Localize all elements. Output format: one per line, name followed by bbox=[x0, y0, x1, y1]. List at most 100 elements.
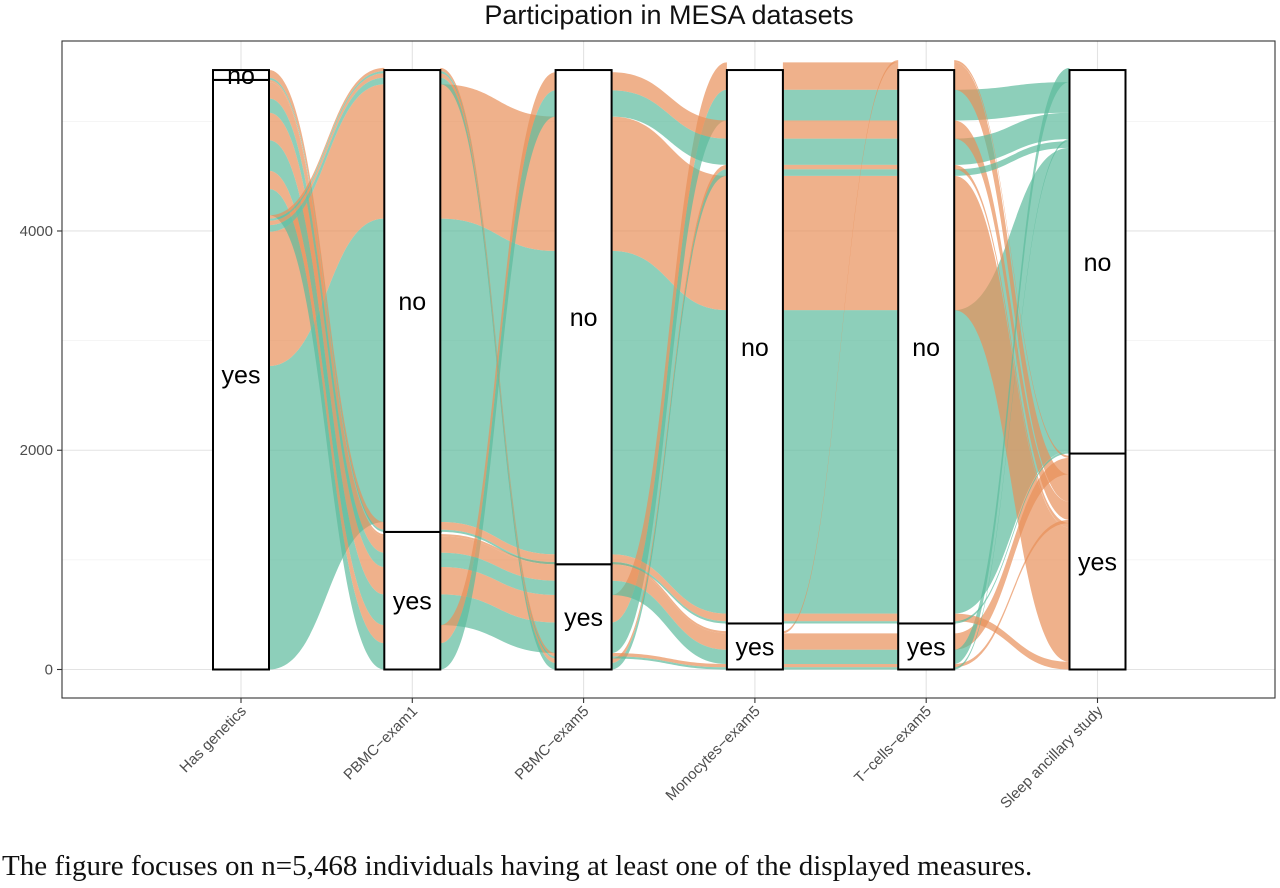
stratum-label-pbmc-exam1-yes: yes bbox=[393, 588, 432, 616]
flow-ribbon-sleep-no bbox=[782, 89, 899, 121]
flow-ribbon-sleep-yes bbox=[782, 664, 899, 668]
flow-ribbon-sleep-no bbox=[611, 580, 727, 665]
flow-ribbon-sleep-no bbox=[782, 169, 899, 176]
flow-ribbon-sleep-yes bbox=[954, 120, 1070, 520]
flow-ribbon-sleep-no bbox=[611, 89, 727, 654]
stratum-label-pbmc-exam5-yes: yes bbox=[564, 604, 603, 632]
flow-ribbon-sleep-yes bbox=[782, 120, 899, 139]
stratum-label-sleep-ancillary-study-no: no bbox=[1084, 249, 1112, 277]
stratum-label-t-cells-exam5-yes: yes bbox=[907, 633, 946, 661]
flow-ribbon-sleep-no bbox=[440, 529, 556, 565]
stratum-box-monocytes-exam5-no bbox=[725, 69, 784, 625]
flow-ribbon-sleep-yes bbox=[440, 73, 556, 663]
y-tick-label: 0 bbox=[45, 661, 53, 678]
flow-ribbon-sleep-yes bbox=[611, 164, 727, 663]
flow-ribbon-sleep-yes bbox=[269, 112, 385, 595]
stratum-box-pbmc-exam5-no bbox=[554, 69, 613, 566]
x-tick-label-pbmc-exam5: PBMC−exam5 bbox=[512, 703, 593, 784]
flow-ribbon-sleep-yes bbox=[440, 84, 556, 251]
flow-ribbon-sleep-yes bbox=[440, 536, 556, 581]
flow-ribbon-sleep-yes bbox=[440, 67, 556, 657]
flow-ribbon-sleep-yes bbox=[611, 72, 727, 139]
flow-ribbon-sleep-yes bbox=[954, 62, 1070, 502]
flow-ribbon-sleep-yes bbox=[954, 60, 1070, 458]
stratum-box-has-genetics-no bbox=[212, 69, 270, 81]
flow-ribbon-sleep-no bbox=[440, 552, 556, 595]
flow-ribbon-sleep-no bbox=[269, 218, 385, 670]
flow-ribbon-sleep-yes bbox=[269, 79, 385, 537]
flow-ribbon-sleep-yes bbox=[782, 164, 899, 170]
flow-ribbon-sleep-yes bbox=[782, 175, 899, 311]
flow-ribbon-sleep-no bbox=[611, 562, 727, 624]
flow-ribbon-sleep-no bbox=[611, 90, 727, 165]
flow-ribbon-sleep-yes bbox=[440, 522, 556, 563]
stratum-label-sleep-ancillary-study-yes: yes bbox=[1078, 549, 1117, 577]
flow-ribbon-sleep-no bbox=[269, 77, 385, 532]
flow-ribbon-sleep-no bbox=[611, 656, 727, 670]
y-tick-label: 4000 bbox=[20, 223, 53, 240]
flow-ribbon-sleep-yes bbox=[269, 82, 385, 553]
x-tick-label-sleep-ancillary-study: Sleep ancillary study bbox=[997, 702, 1107, 812]
flow-ribbon-sleep-no bbox=[440, 71, 556, 659]
stratum-box-has-genetics-yes bbox=[212, 78, 270, 671]
flow-ribbon-sleep-yes bbox=[954, 519, 1070, 668]
flow-ribbon-sleep-no bbox=[954, 139, 1070, 670]
x-tick-label-monocytes-exam5: Monocytes−exam5 bbox=[662, 703, 763, 804]
flow-ribbon-sleep-no bbox=[782, 621, 899, 624]
stratum-label-pbmc-exam1-no: no bbox=[398, 288, 426, 316]
flow-ribbon-sleep-no bbox=[269, 98, 385, 567]
flow-ribbon-sleep-no bbox=[440, 77, 556, 670]
flow-ribbon-sleep-yes bbox=[611, 62, 727, 623]
flow-ribbon-sleep-yes bbox=[954, 175, 1070, 662]
flow-ribbon-sleep-yes bbox=[782, 62, 899, 90]
flow-ribbons bbox=[269, 60, 1070, 670]
flow-ribbon-sleep-no bbox=[269, 77, 385, 232]
flow-ribbon-sleep-no bbox=[611, 169, 727, 670]
x-tick-label-has-genetics: Has genetics bbox=[176, 703, 249, 776]
flow-ribbon-sleep-yes bbox=[611, 653, 727, 668]
figure-caption: The figure focuses on n=5,468 individual… bbox=[2, 850, 1033, 882]
flow-ribbon-sleep-no bbox=[269, 71, 385, 221]
stratum-box-t-cells-exam5-no bbox=[897, 69, 956, 625]
flow-ribbon-sleep-yes bbox=[611, 564, 727, 650]
flow-ribbon-sleep-yes bbox=[269, 170, 385, 644]
y-tick-label: 2000 bbox=[20, 442, 53, 459]
stratum-label-monocytes-exam5-no: no bbox=[741, 334, 769, 362]
stratum-label-pbmc-exam5-no: no bbox=[570, 304, 598, 332]
flow-ribbon-sleep-no bbox=[954, 451, 1070, 624]
stratum-box-pbmc-exam1-no bbox=[383, 69, 442, 533]
stratum-label-monocytes-exam5-yes: yes bbox=[735, 633, 774, 661]
plot-panel-border bbox=[61, 40, 1276, 699]
flow-ribbon-sleep-yes bbox=[611, 562, 727, 634]
chart-title: Participation in MESA datasets bbox=[484, 0, 854, 30]
stratum-boxes: yes no yes no yes no yes no yes no yes no bbox=[212, 62, 1127, 671]
flow-ribbon-sleep-no bbox=[269, 140, 385, 626]
stratum-label-has-genetics-no: no bbox=[227, 62, 255, 90]
flow-ribbon-sleep-yes bbox=[440, 72, 556, 644]
flow-ribbon-sleep-yes bbox=[611, 116, 727, 311]
stratum-box-monocytes-exam5-yes bbox=[725, 622, 784, 671]
flow-ribbon-sleep-no bbox=[782, 138, 899, 165]
flow-ribbon-sleep-no bbox=[440, 90, 556, 670]
flow-ribbon-sleep-no bbox=[954, 112, 1070, 165]
stratum-box-sleep-ancillary-study-no bbox=[1068, 69, 1127, 455]
stratum-label-has-genetics-yes: yes bbox=[222, 362, 261, 390]
flow-ribbon-sleep-no bbox=[782, 649, 899, 665]
flow-ribbon-sleep-no bbox=[954, 141, 1070, 176]
flow-ribbon-sleep-yes bbox=[954, 613, 1070, 670]
flow-ribbon-sleep-yes bbox=[954, 164, 1070, 528]
flow-ribbon-sleep-yes bbox=[782, 60, 899, 634]
stratum-label-t-cells-exam5-no: no bbox=[912, 334, 940, 362]
flow-ribbon-sleep-no bbox=[269, 188, 385, 670]
flow-ribbon-sleep-yes bbox=[782, 613, 899, 622]
flow-ribbon-sleep-no bbox=[782, 310, 899, 614]
flow-ribbon-sleep-yes bbox=[954, 457, 1070, 650]
stratum-box-t-cells-exam5-yes bbox=[897, 622, 956, 671]
flow-ribbon-sleep-yes bbox=[269, 73, 385, 226]
flow-ribbon-sleep-yes bbox=[269, 70, 385, 530]
alluvial-chart: yes no yes no yes no yes no yes no yes no 0 2000 4000… bbox=[20, 40, 1276, 812]
flow-ribbon-sleep-yes bbox=[782, 633, 899, 650]
flow-ribbon-sleep-no bbox=[782, 667, 899, 670]
x-tick-label-t-cells-exam5: T−cells−exam5 bbox=[851, 703, 935, 787]
flow-ribbon-sleep-yes bbox=[269, 67, 385, 219]
